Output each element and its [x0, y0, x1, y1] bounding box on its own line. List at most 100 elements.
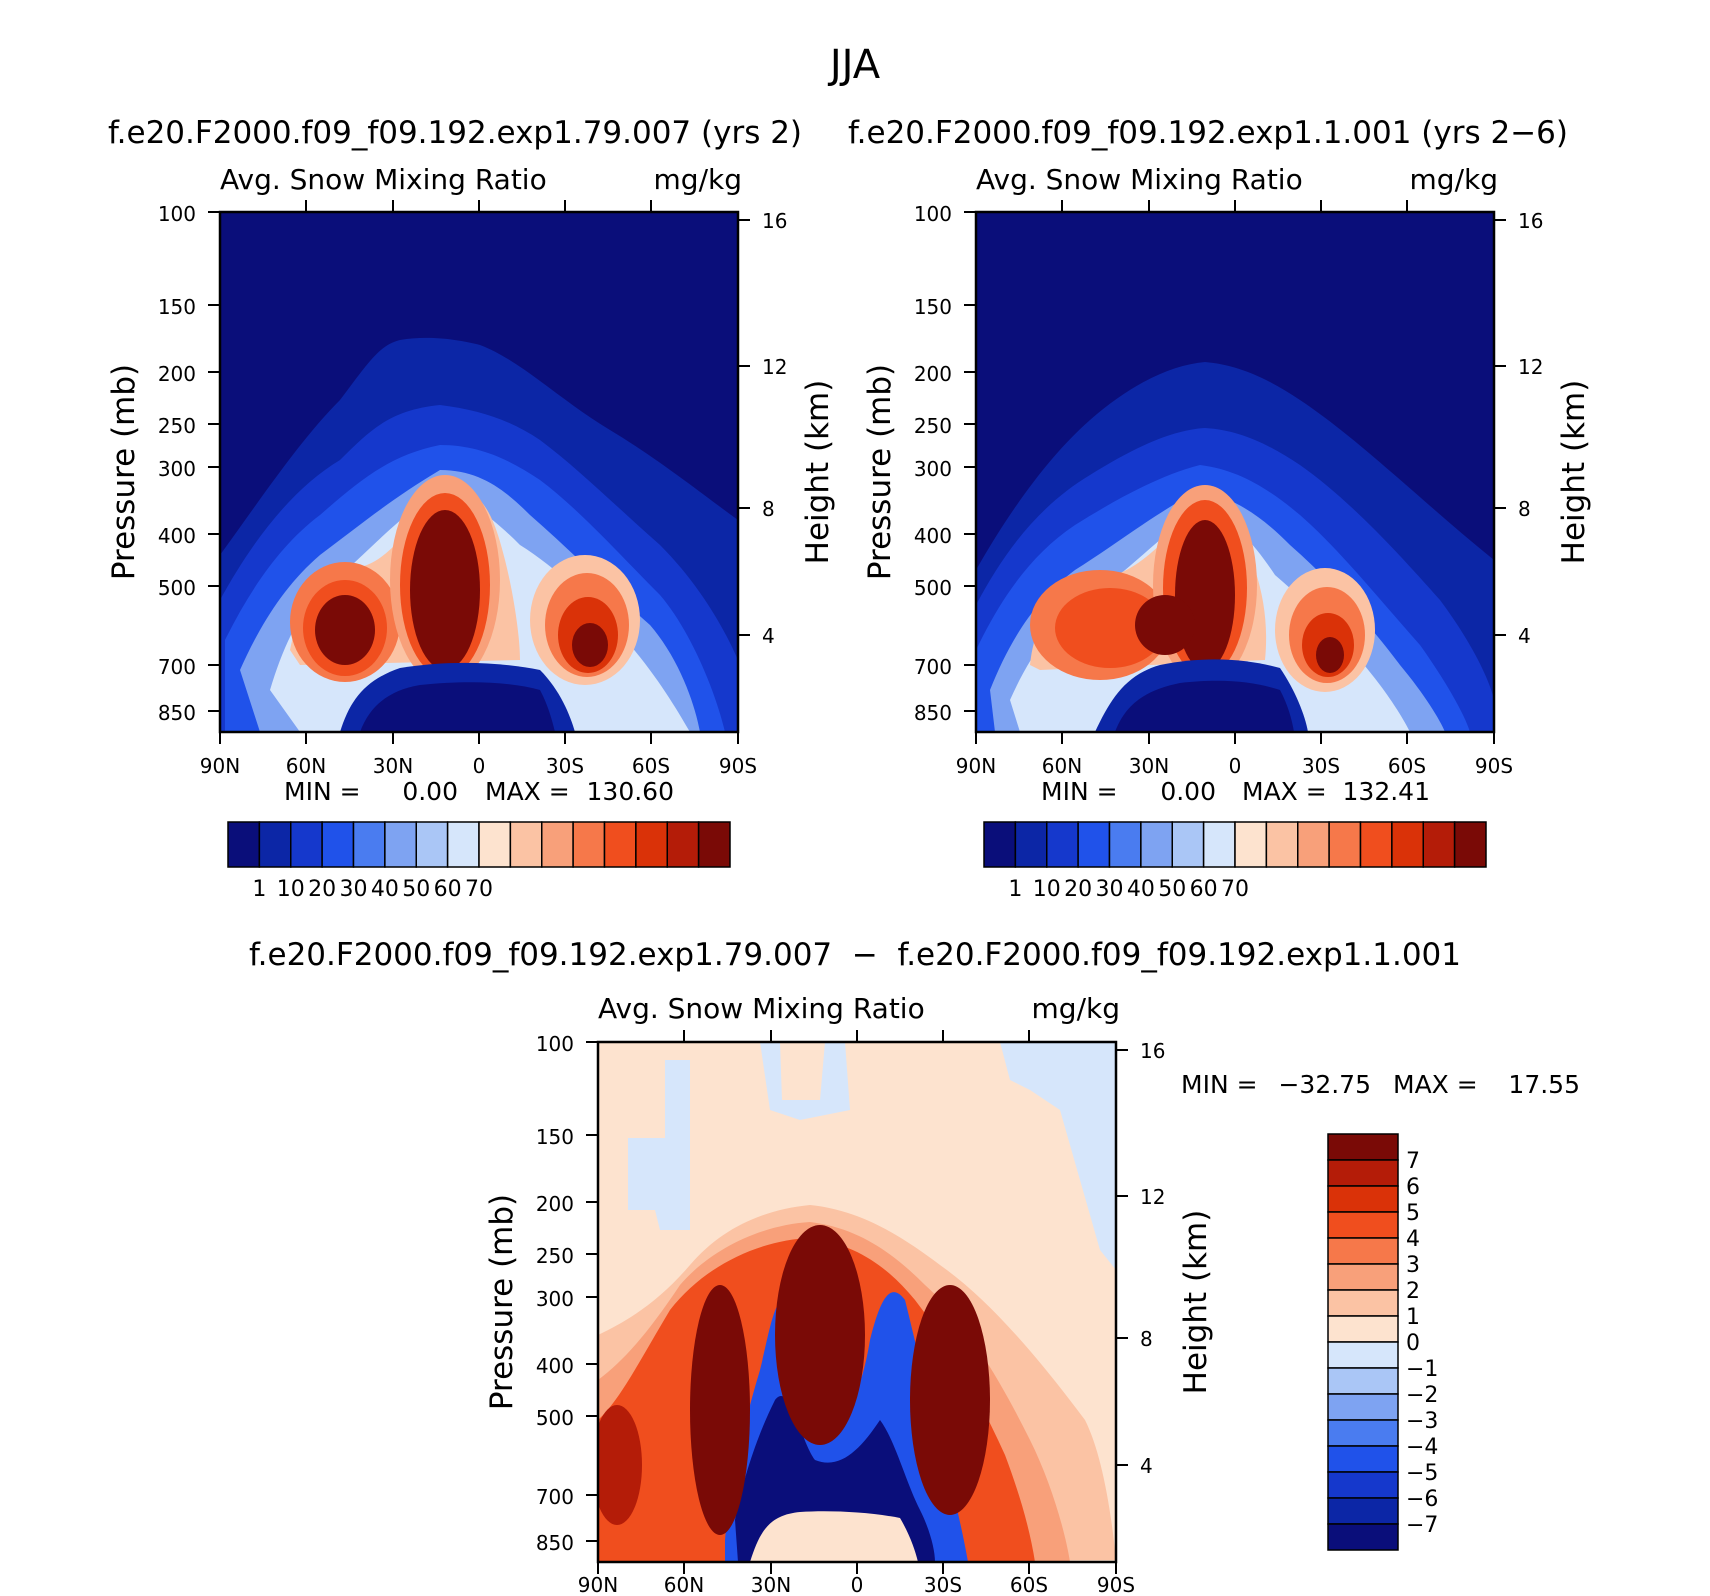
- colorbar-label: 3: [1406, 1253, 1420, 1278]
- colorbar-swatch: [258, 821, 292, 868]
- colorbar-swatch: [352, 821, 386, 868]
- diff-y-tick-marks: [586, 1041, 1128, 1542]
- panel-a-blob-10: [572, 623, 608, 667]
- colorbar-swatch: [541, 821, 574, 868]
- diff-variable-label: Avg. Snow Mixing Ratio: [598, 992, 925, 1025]
- y-tick-label: 850: [914, 701, 952, 725]
- y-tick-label: 400: [158, 524, 196, 548]
- colorbar-swatch: [697, 821, 731, 868]
- panel-b-blob-10: [1316, 637, 1344, 673]
- colorbar-swatch: [321, 821, 355, 868]
- panel-b-x-ticks: 90N 60N 30N 0 30S 60S 90S: [956, 754, 1513, 778]
- panel-a-y-right-axis-label: Height (km): [800, 380, 836, 565]
- y-tick-label: 200: [158, 362, 196, 386]
- diff-negative-patch-1: [628, 1060, 690, 1230]
- y-tick-label: 500: [914, 576, 952, 600]
- colorbar-swatch: [572, 821, 606, 868]
- diff-x-tick-marks: [597, 1030, 1117, 1574]
- diff-min-label: MIN =: [1181, 1070, 1258, 1099]
- panel-a-colorbar: [227, 821, 731, 868]
- colorbar-label: −5: [1406, 1461, 1438, 1486]
- y-tick-label: 100: [536, 1032, 574, 1056]
- diff-blob-2: [775, 1225, 865, 1445]
- colorbar-swatch: [1108, 821, 1142, 868]
- colorbar-swatch: [1327, 1263, 1399, 1291]
- panel-a-y-axis-label: Pressure (mb): [106, 364, 142, 580]
- diff-blob-3: [910, 1285, 990, 1515]
- colorbar-label: −1: [1406, 1357, 1438, 1382]
- panel-b-max-value: 132.41: [1343, 777, 1430, 806]
- colorbar-swatch: [1140, 821, 1173, 868]
- diff-negative-patch-2: [760, 1042, 850, 1120]
- y-tick-label: 150: [158, 295, 196, 319]
- diff-y-axis-label: Pressure (mb): [484, 1194, 520, 1410]
- colorbar-swatch: [1327, 1211, 1399, 1239]
- colorbar-swatch: [1391, 821, 1424, 868]
- colorbar-swatch: [478, 821, 512, 868]
- panel-b-colorbar: [983, 821, 1487, 868]
- colorbar-label: 60: [1190, 877, 1218, 902]
- y-tick-label: 100: [914, 202, 952, 226]
- colorbar-label: 40: [1127, 877, 1155, 902]
- panel-b-units-label: mg/kg: [1410, 163, 1498, 196]
- x-tick-label: 30N: [751, 1573, 791, 1596]
- diff-colorbar: [1327, 1133, 1399, 1551]
- colorbar-label: 10: [1033, 877, 1061, 902]
- y-tick-label: 250: [536, 1244, 574, 1268]
- diff-min-value: −32.75: [1278, 1070, 1371, 1099]
- panel-a-units-label: mg/kg: [654, 163, 742, 196]
- diff-max-label: MAX =: [1393, 1070, 1478, 1099]
- diff-max-value: 17.55: [1508, 1070, 1580, 1099]
- colorbar-swatch: [509, 821, 543, 868]
- panel-a-variable-label: Avg. Snow Mixing Ratio: [220, 163, 547, 196]
- diff-y-right-axis-label: Height (km): [1178, 1210, 1214, 1395]
- x-tick-label: 30N: [373, 754, 413, 778]
- colorbar-swatch: [384, 821, 417, 868]
- panel-b-variable-label: Avg. Snow Mixing Ratio: [976, 163, 1303, 196]
- colorbar-swatch: [1014, 821, 1048, 868]
- x-tick-label: 90N: [578, 1573, 618, 1596]
- panel-b-blob-6: [1135, 595, 1195, 655]
- colorbar-swatch: [1265, 821, 1299, 868]
- colorbar-label: 20: [308, 877, 336, 902]
- colorbar-label: 7: [1406, 1149, 1420, 1174]
- colorbar-label: 30: [340, 877, 368, 902]
- colorbar-swatch: [1327, 1185, 1399, 1213]
- x-tick-label: 90N: [956, 754, 996, 778]
- colorbar-swatch: [1327, 1393, 1399, 1421]
- y-tick-label: 200: [914, 362, 952, 386]
- panel-b-min-label: MIN =: [1041, 777, 1118, 806]
- colorbar-swatch: [1327, 1237, 1399, 1265]
- colorbar-swatch: [1327, 1367, 1399, 1395]
- y-tick-label: 300: [158, 457, 196, 481]
- panel-b-y-tick-marks: [964, 211, 1506, 712]
- y-right-tick-label: 12: [1140, 1185, 1165, 1209]
- y-right-tick-label: 4: [1518, 624, 1531, 648]
- diff-blob-1: [690, 1285, 750, 1535]
- panel-a-min-label: MIN =: [284, 777, 361, 806]
- panel-a-low-level-core: [360, 682, 555, 732]
- panel-a: f.e20.F2000.f09_f09.192.exp1.79.007 (yrs…: [106, 115, 836, 902]
- diff-surface-light-band: [750, 1511, 918, 1562]
- colorbar-swatch: [603, 821, 637, 868]
- colorbar-swatch: [415, 821, 449, 868]
- y-right-tick-label: 16: [762, 209, 787, 233]
- y-tick-label: 700: [158, 655, 196, 679]
- y-right-tick-label: 16: [1518, 209, 1543, 233]
- y-right-tick-label: 16: [1140, 1039, 1165, 1063]
- colorbar-swatch: [1327, 1419, 1399, 1447]
- colorbar-swatch: [1327, 1523, 1399, 1551]
- colorbar-label: 2: [1406, 1279, 1420, 1304]
- x-tick-label: 90N: [200, 754, 240, 778]
- x-tick-label: 90S: [719, 754, 757, 778]
- y-tick-label: 200: [536, 1192, 574, 1216]
- panel-b-y-right-axis-label: Height (km): [1556, 380, 1592, 565]
- y-right-tick-label: 4: [762, 624, 775, 648]
- colorbar-swatch: [1046, 821, 1079, 868]
- colorbar-swatch: [1453, 821, 1487, 868]
- panel-a-x-tick-marks: [219, 200, 739, 744]
- y-tick-label: 300: [536, 1287, 574, 1311]
- colorbar-swatch: [446, 821, 480, 868]
- colorbar-label: 20: [1064, 877, 1092, 902]
- colorbar-swatch: [1327, 1289, 1399, 1317]
